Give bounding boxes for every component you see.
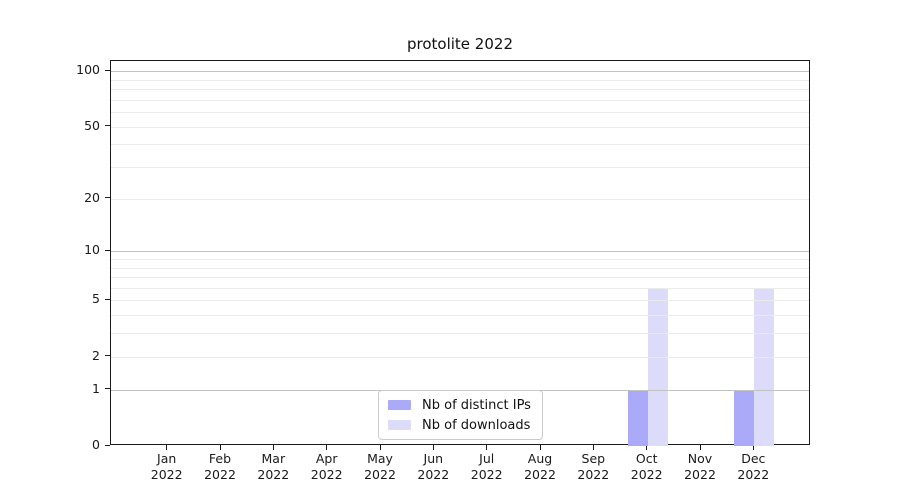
x-tick-label-nov: Nov 2022: [684, 451, 716, 482]
x-tick-label-jun: Jun 2022: [417, 451, 450, 482]
legend-item-distinct-ips: Nb of distinct IPs: [388, 397, 531, 413]
y-tick-mark: [105, 298, 110, 301]
x-tick-mark: [699, 445, 701, 450]
y-tick-label: 2: [92, 347, 100, 363]
x-tick-label-mar: Mar 2022: [257, 451, 290, 482]
y-tick-mark: [105, 249, 110, 251]
x-tick-label-jan: Jan 2022: [150, 451, 183, 482]
gridline-minor: [111, 88, 809, 90]
gridline-major: [111, 71, 809, 72]
x-tick-mark: [646, 445, 648, 450]
y-tick-label: 0: [92, 437, 100, 452]
gridline-minor: [111, 167, 809, 168]
x-tick-mark: [272, 445, 275, 450]
x-tick-mark: [166, 445, 168, 450]
gridline-minor: [111, 198, 809, 200]
y-tick-label: 20: [84, 189, 100, 205]
x-tick-mark: [219, 445, 221, 450]
y-tick-label: 5: [92, 291, 100, 307]
bar-series-1-dec: [754, 287, 775, 446]
legend-item-downloads: Nb of downloads: [388, 417, 531, 433]
x-tick-mark: [432, 445, 435, 450]
x-tick-label-aug: Aug 2022: [524, 451, 556, 482]
y-tick-mark: [105, 69, 110, 71]
gridline-minor: [111, 258, 809, 260]
y-tick-mark: [105, 388, 110, 390]
y-tick-label: 50: [84, 117, 100, 133]
legend-label-downloads: Nb of downloads: [422, 417, 531, 433]
y-tick-label: 1: [92, 380, 100, 396]
y-tick-mark: [105, 125, 110, 127]
gridline-minor: [111, 267, 809, 269]
y-tick-label: 100: [76, 62, 100, 77]
gridline-minor: [111, 277, 809, 278]
chart-title: protolite 2022: [407, 35, 513, 53]
gridline-minor: [111, 99, 809, 101]
gridline-minor: [111, 333, 809, 335]
x-tick-label-may: May 2022: [364, 451, 396, 482]
gridline-minor: [111, 287, 809, 289]
bar-series-0-dec: [734, 389, 755, 446]
gridline-minor: [111, 126, 809, 128]
x-tick-label-dec: Dec 2022: [737, 451, 770, 482]
x-tick-mark: [539, 445, 541, 450]
distinct-ips-swatch-icon: [388, 400, 411, 410]
x-tick-mark: [379, 445, 381, 450]
gridline-minor: [111, 112, 809, 113]
x-tick-label-feb: Feb 2022: [204, 451, 236, 482]
x-tick-label-apr: Apr 2022: [310, 451, 343, 482]
gridline-minor: [111, 300, 809, 302]
x-tick-mark: [326, 445, 328, 450]
legend-label-distinct-ips: Nb of distinct IPs: [422, 397, 531, 413]
y-tick-mark: [105, 444, 110, 446]
plot-area: [110, 60, 810, 446]
x-tick-mark: [592, 445, 595, 450]
gridline-minor: [111, 356, 809, 358]
y-tick-label: 10: [84, 242, 100, 258]
gridline-minor: [111, 144, 809, 146]
gridline-minor: [111, 79, 809, 81]
bar-series-0-oct: [627, 389, 648, 446]
legend: Nb of distinct IPs Nb of downloads: [378, 390, 543, 440]
downloads-swatch-icon: [388, 420, 411, 430]
bar-series-1-oct: [647, 287, 668, 446]
gridline-minor: [111, 315, 809, 317]
gridline-major: [111, 251, 809, 253]
x-tick-label-sep: Sep 2022: [577, 451, 610, 482]
x-tick-label-oct: Oct 2022: [630, 451, 663, 482]
y-tick-mark: [105, 197, 110, 199]
x-tick-mark: [752, 445, 755, 450]
y-tick-mark: [105, 355, 110, 357]
x-tick-label-jul: Jul 2022: [470, 451, 503, 482]
x-tick-mark: [486, 445, 488, 450]
